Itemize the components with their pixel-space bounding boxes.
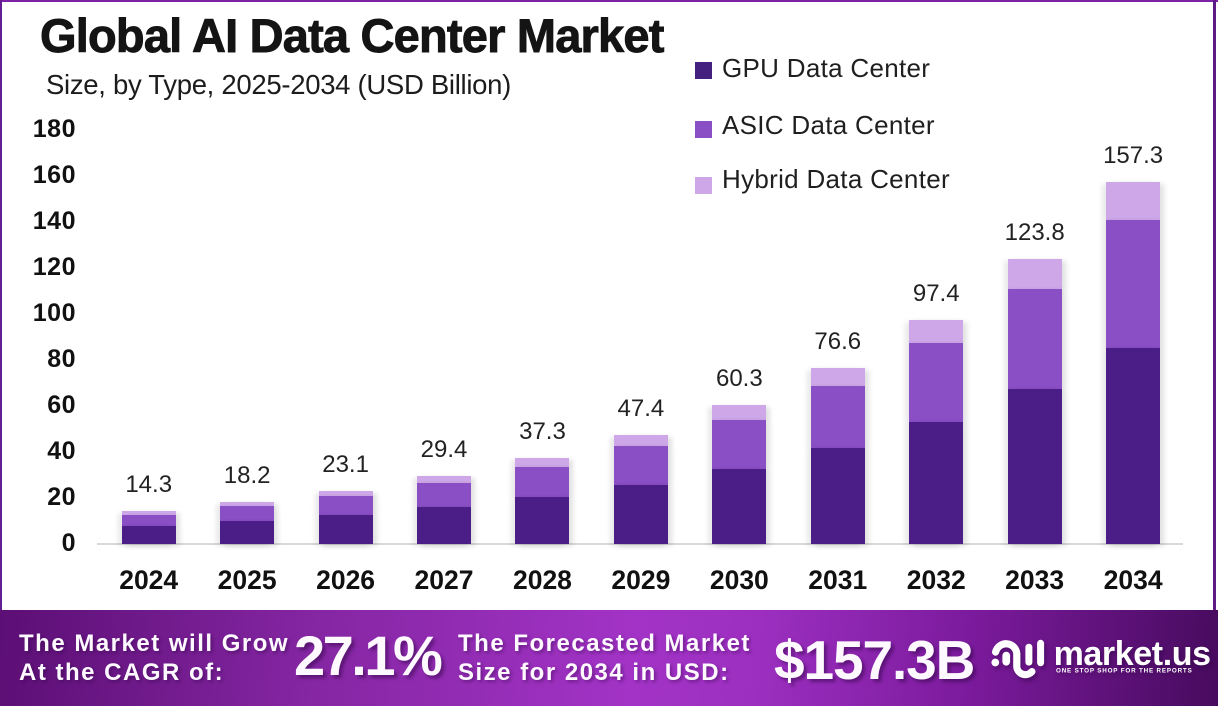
svg-text:market.us: market.us bbox=[1054, 635, 1211, 673]
svg-text:ONE STOP SHOP FOR THE REPORTS: ONE STOP SHOP FOR THE REPORTS bbox=[1056, 668, 1193, 675]
